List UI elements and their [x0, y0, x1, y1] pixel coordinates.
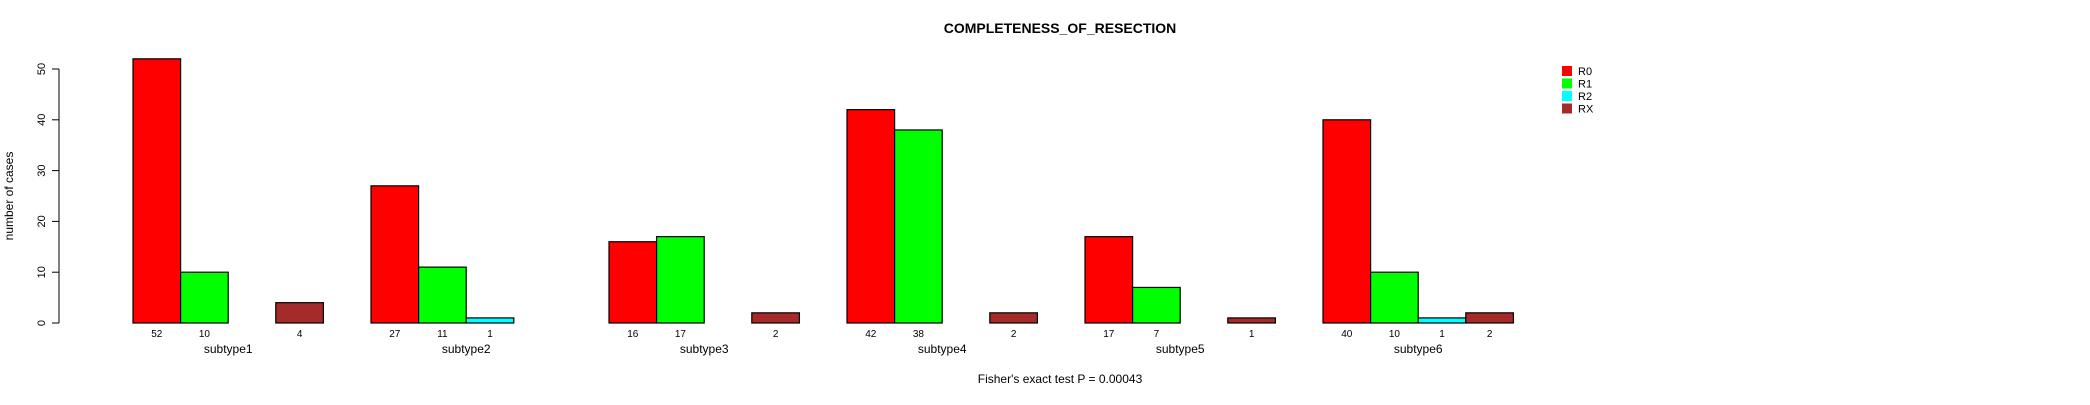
category-label: subtype4: [918, 342, 967, 356]
x-axis-label: Fisher's exact test P = 0.00043: [978, 372, 1143, 386]
category-label: subtype2: [442, 342, 491, 356]
category-label: subtype1: [204, 342, 253, 356]
legend-swatch-r2: [1562, 91, 1572, 101]
bar-value-label: 42: [865, 329, 877, 340]
bar-value-label: 11: [437, 329, 448, 340]
bar-value-label: 2: [773, 329, 779, 340]
bar-r1: [1369, 271, 1419, 324]
bar-r2: [465, 317, 515, 324]
bar-value-label: 4: [297, 329, 303, 340]
chart-title: COMPLETENESS_OF_RESECTION: [944, 20, 1177, 36]
bar-value-label: 27: [389, 329, 401, 340]
legend-label: R1: [1578, 79, 1592, 91]
legend-label: R0: [1578, 66, 1592, 78]
bar-value-label: 2: [1011, 329, 1017, 340]
bar-rx: [275, 302, 324, 324]
legend-swatch-r1: [1562, 78, 1572, 89]
bar-rx: [989, 312, 1038, 324]
bar-r0: [132, 58, 182, 324]
bar-value-label: 17: [675, 329, 687, 340]
bar-value-label: 52: [151, 329, 163, 340]
bar-value-label: 1: [1439, 329, 1445, 340]
bar-r0: [846, 109, 896, 324]
category-label: subtype3: [680, 342, 729, 356]
bar-rx: [1465, 312, 1515, 324]
bar-value-label: 10: [199, 329, 211, 340]
bar-r1: [893, 129, 943, 324]
bar-r0: [1322, 119, 1372, 324]
category-label: subtype6: [1394, 342, 1443, 356]
bar-r0: [1084, 236, 1134, 324]
bar-value-label: 16: [627, 329, 639, 340]
legend-swatch-r0: [1562, 66, 1572, 76]
bar-value-label: 38: [913, 329, 925, 340]
y-tick-label: 10: [36, 266, 48, 278]
bar-r1: [180, 271, 229, 324]
bar-r1: [655, 236, 705, 324]
bar-value-label: 17: [1103, 329, 1115, 340]
bar-value-label: 1: [487, 329, 493, 340]
y-tick-label: 20: [36, 215, 48, 227]
legend-label: R2: [1578, 91, 1592, 103]
bar-rx: [751, 312, 800, 324]
bar-r0: [608, 241, 658, 324]
bar-r1: [418, 266, 467, 324]
bar-r0: [370, 185, 420, 324]
bar-rx: [1227, 317, 1277, 324]
y-tick-label: 0: [36, 320, 48, 326]
y-axis: 0 10 20 30 40 50: [36, 63, 60, 326]
y-tick-label: 30: [36, 164, 48, 176]
y-tick-label: 50: [36, 63, 48, 75]
legend-label: RX: [1578, 104, 1594, 116]
bar-value-label: 40: [1341, 329, 1353, 340]
bar-value-label: 1: [1249, 329, 1255, 340]
bar-value-label: 2: [1487, 329, 1493, 340]
bar-value-label: 7: [1154, 329, 1160, 340]
bar-r1: [1131, 286, 1181, 324]
bar-r2: [1417, 317, 1467, 324]
y-tick-label: 40: [36, 114, 48, 126]
legend-swatch-rx: [1562, 103, 1572, 114]
bar-value-label: 10: [1389, 329, 1401, 340]
category-label: subtype5: [1156, 342, 1205, 356]
y-axis-label: number of cases: [2, 152, 16, 241]
